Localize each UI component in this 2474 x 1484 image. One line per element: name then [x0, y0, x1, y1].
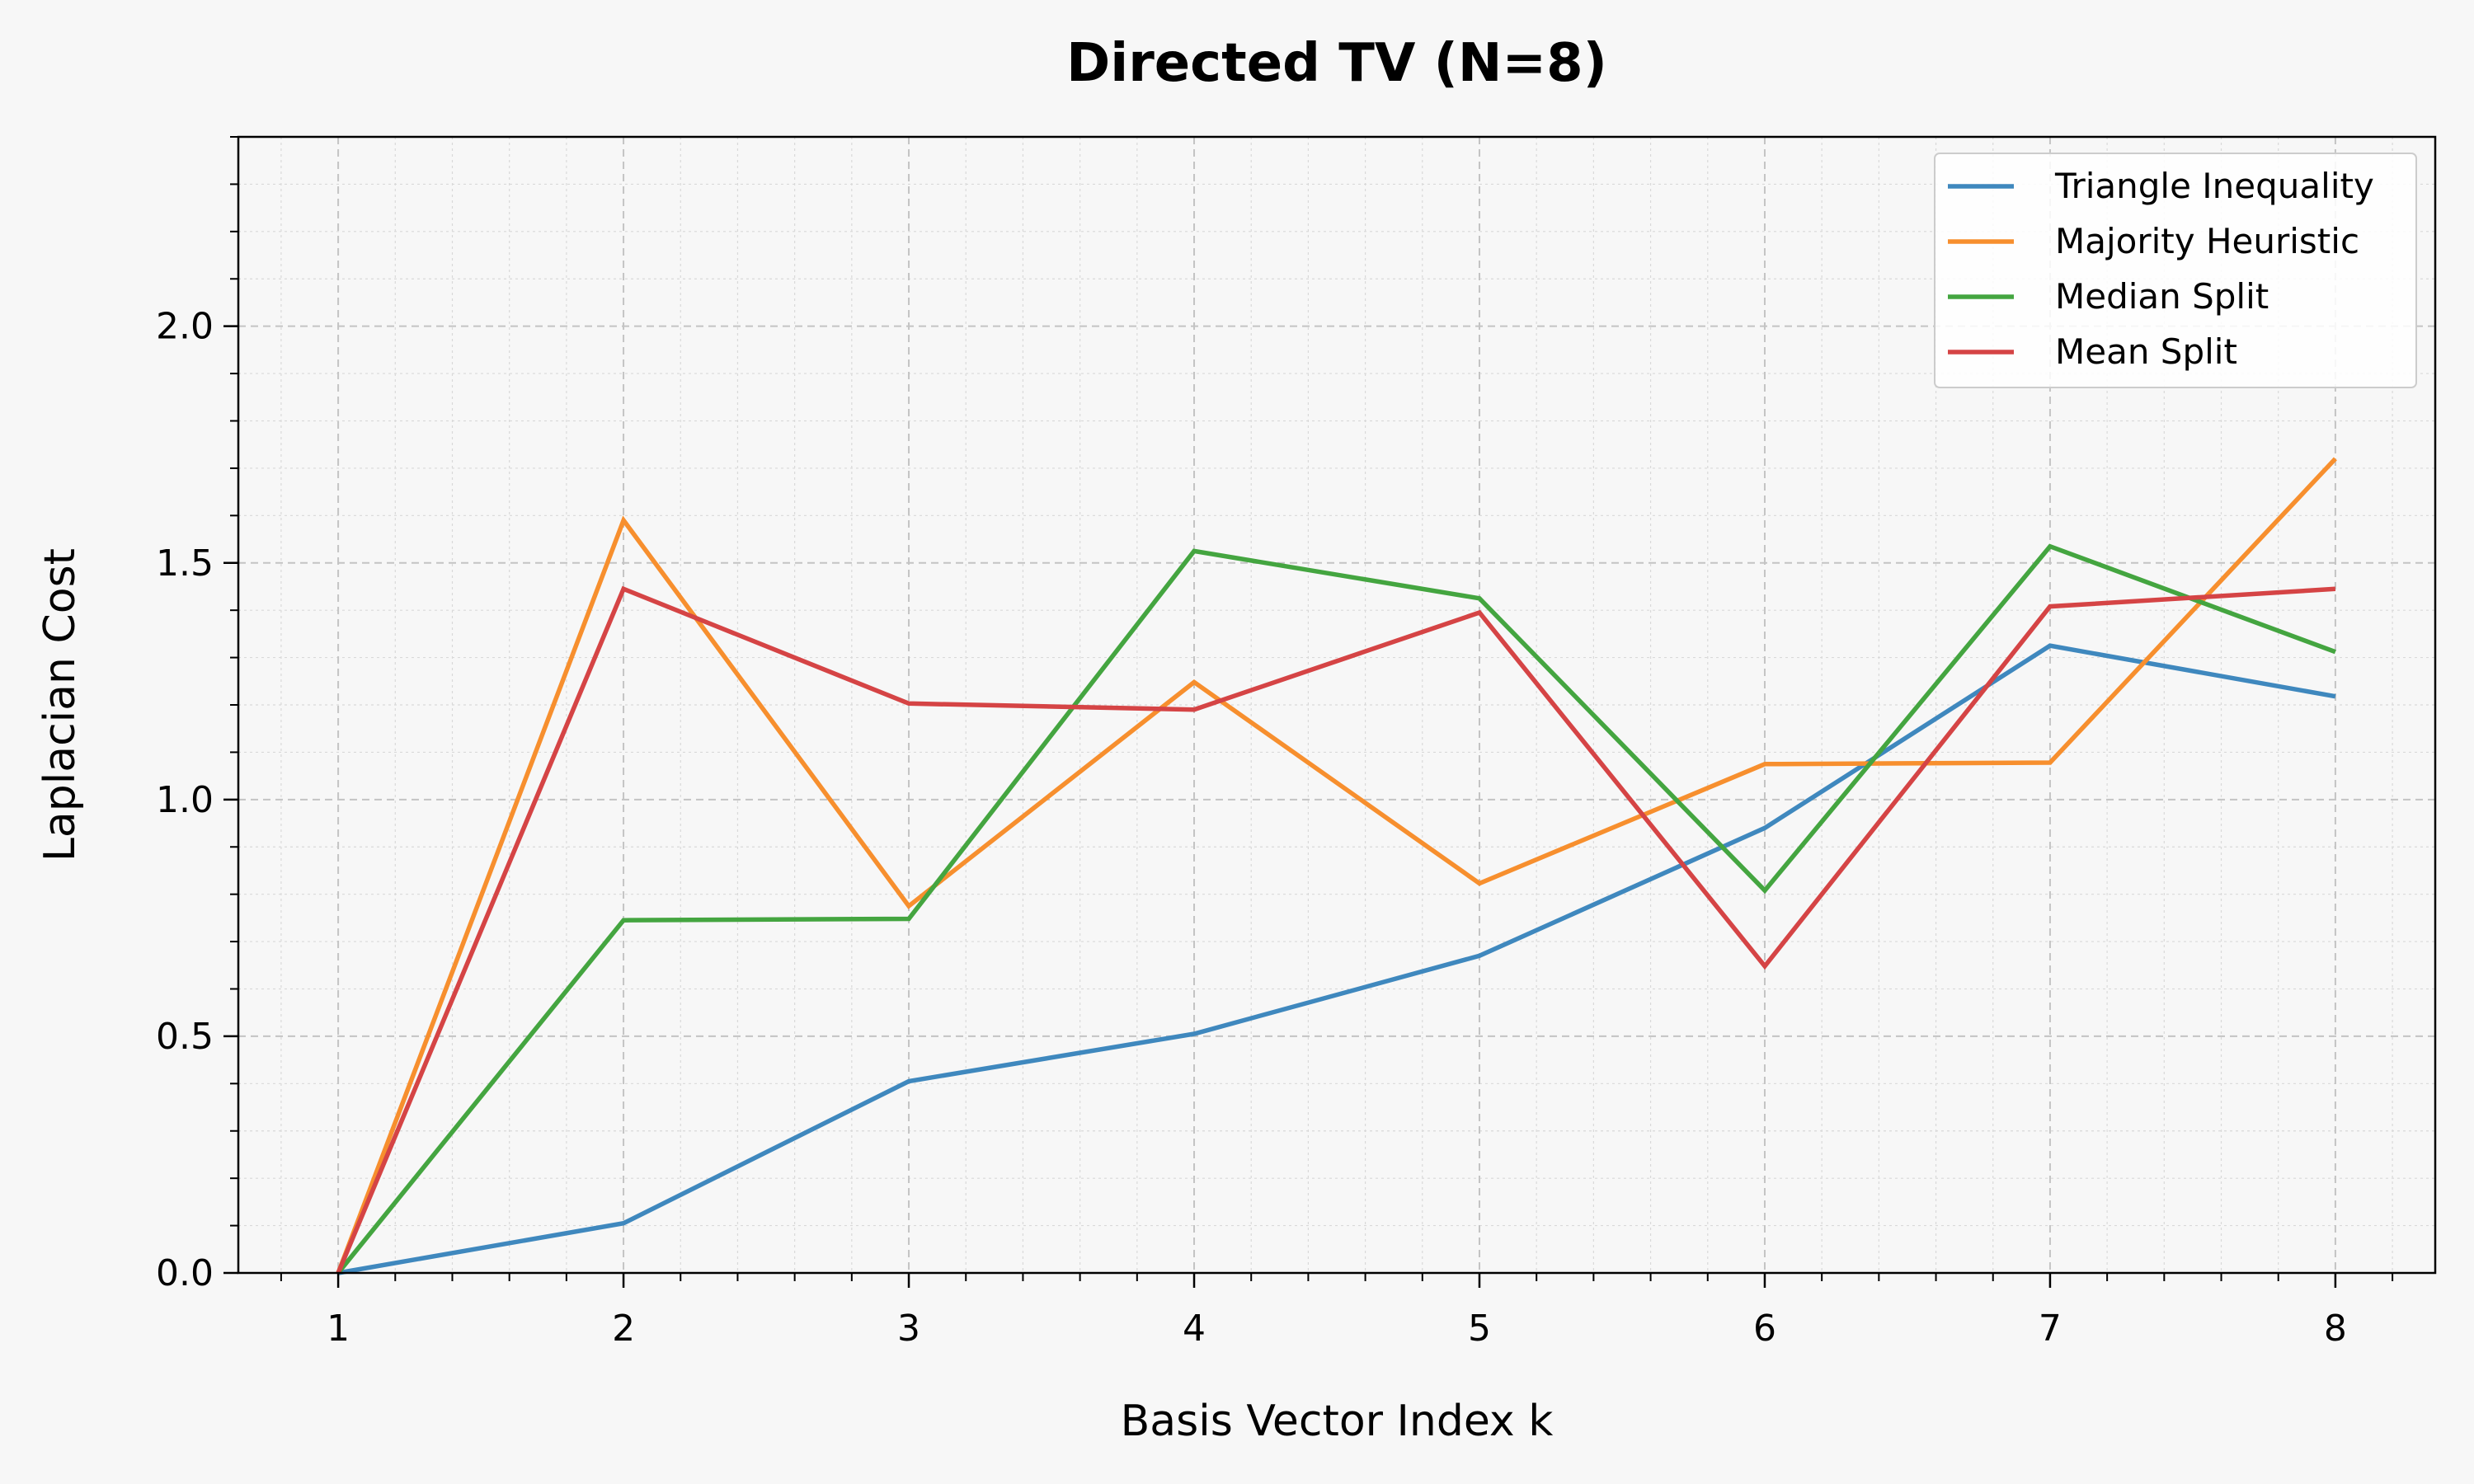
- legend-label-median-split: Median Split: [2055, 276, 2269, 317]
- x-tick-label: 5: [1468, 1308, 1491, 1350]
- y-tick-label: 1.5: [156, 542, 214, 585]
- y-axis: 0.0 0.5 1.0 1.5 2.0: [156, 136, 238, 1294]
- x-tick-label: 8: [2324, 1308, 2347, 1350]
- legend-label-mean-split: Mean Split: [2055, 331, 2237, 372]
- series-line-triangle-inequality: [337, 643, 2336, 1275]
- y-tick-label: 1.0: [156, 779, 214, 821]
- y-tick-label: 2.0: [156, 306, 214, 348]
- y-tick-label: 0.5: [156, 1016, 214, 1058]
- x-tick-label: 6: [1753, 1308, 1776, 1350]
- series-layer: [336, 457, 2337, 1275]
- x-axis-label: Basis Vector Index k: [1121, 1397, 1554, 1446]
- legend-box: [1934, 153, 2417, 388]
- series-line-majority-heuristic: [336, 457, 2337, 1274]
- legend: Triangle Inequality Majority Heuristic Med…: [1934, 153, 2417, 388]
- series-line-mean-split: [336, 585, 2336, 1275]
- x-tick-label: 2: [612, 1308, 635, 1350]
- chart-title: Directed TV (N=8): [1066, 33, 1607, 94]
- legend-label-majority-heuristic: Majority Heuristic: [2055, 221, 2359, 261]
- x-tick-label: 3: [897, 1308, 920, 1350]
- x-tick-label: 7: [2039, 1308, 2062, 1350]
- y-tick-label: 0.0: [156, 1252, 214, 1294]
- x-axis: 1 2 3 4 5 6 7 8: [280, 1273, 2394, 1350]
- series-line-median-split: [336, 543, 2336, 1275]
- y-axis-label: Laplacian Cost: [35, 548, 85, 862]
- x-tick-label: 1: [327, 1308, 350, 1350]
- legend-label-triangle-inequality: Triangle Inequality: [2054, 166, 2374, 206]
- x-tick-label: 4: [1183, 1308, 1206, 1350]
